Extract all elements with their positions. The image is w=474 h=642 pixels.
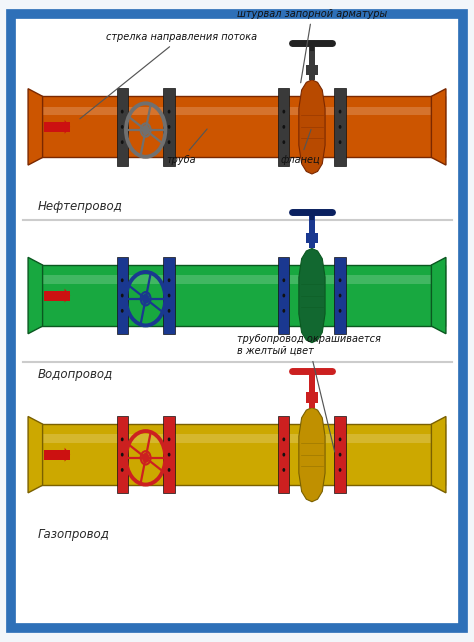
Circle shape (168, 110, 171, 114)
Text: фланец: фланец (281, 130, 320, 165)
Circle shape (283, 453, 285, 456)
Circle shape (338, 110, 341, 114)
Polygon shape (64, 120, 70, 134)
Polygon shape (64, 288, 70, 302)
Polygon shape (299, 408, 325, 502)
Bar (309, 47, 315, 80)
FancyBboxPatch shape (11, 14, 463, 628)
Bar (164, 257, 175, 334)
Text: Водопровод: Водопровод (38, 369, 113, 381)
Bar (164, 416, 175, 494)
Circle shape (283, 140, 285, 144)
Circle shape (283, 125, 285, 129)
Text: Газопровод: Газопровод (38, 528, 110, 541)
Circle shape (338, 437, 341, 441)
Bar (28, 96, 446, 157)
Circle shape (121, 110, 124, 114)
Text: труба: труба (166, 129, 207, 165)
Circle shape (338, 140, 341, 144)
Bar (44, 291, 70, 300)
Circle shape (168, 293, 171, 297)
Circle shape (283, 279, 285, 282)
Circle shape (121, 453, 124, 456)
Circle shape (121, 125, 124, 129)
Circle shape (142, 453, 149, 463)
Circle shape (142, 125, 149, 135)
Bar (117, 257, 128, 334)
Bar (309, 374, 315, 408)
Polygon shape (431, 89, 446, 165)
Circle shape (338, 279, 341, 282)
Bar (117, 416, 128, 494)
Circle shape (283, 437, 285, 441)
Bar (164, 88, 175, 166)
Bar (306, 392, 318, 403)
Polygon shape (28, 89, 43, 165)
Circle shape (121, 309, 124, 313)
Bar (28, 265, 446, 326)
Bar (278, 257, 290, 334)
Circle shape (121, 293, 124, 297)
Circle shape (168, 140, 171, 144)
Text: Нефтепровод: Нефтепровод (38, 200, 123, 213)
Polygon shape (299, 80, 325, 174)
Circle shape (338, 309, 341, 313)
Polygon shape (431, 417, 446, 493)
Text: штурвал запорной арматуры: штурвал запорной арматуры (237, 9, 387, 83)
Polygon shape (431, 257, 446, 334)
Bar (309, 215, 315, 248)
Circle shape (338, 453, 341, 456)
Bar (306, 65, 318, 75)
Circle shape (121, 279, 124, 282)
Circle shape (338, 125, 341, 129)
Bar (278, 416, 290, 494)
Circle shape (142, 293, 149, 304)
Circle shape (121, 468, 124, 472)
Bar (28, 435, 446, 443)
Bar (335, 88, 346, 166)
Text: стрелка направления потока: стрелка направления потока (80, 32, 257, 119)
Polygon shape (299, 248, 325, 343)
Bar (28, 275, 446, 284)
Bar (335, 416, 346, 494)
Bar (44, 449, 70, 460)
Text: трубопровод окрашивается
в желтый цвет: трубопровод окрашивается в желтый цвет (237, 334, 381, 452)
Bar (306, 233, 318, 243)
Polygon shape (28, 257, 43, 334)
Polygon shape (64, 447, 70, 462)
Circle shape (338, 468, 341, 472)
Polygon shape (28, 417, 43, 493)
Circle shape (121, 140, 124, 144)
Bar (117, 88, 128, 166)
Circle shape (121, 437, 124, 441)
Circle shape (168, 309, 171, 313)
Circle shape (168, 125, 171, 129)
Circle shape (168, 437, 171, 441)
Circle shape (283, 309, 285, 313)
Circle shape (168, 468, 171, 472)
Circle shape (338, 293, 341, 297)
Bar (278, 88, 290, 166)
Circle shape (168, 279, 171, 282)
Bar (335, 257, 346, 334)
Circle shape (283, 293, 285, 297)
Circle shape (283, 110, 285, 114)
Bar (28, 424, 446, 485)
Circle shape (283, 468, 285, 472)
Circle shape (168, 453, 171, 456)
Bar (28, 107, 446, 116)
Bar (44, 122, 70, 132)
